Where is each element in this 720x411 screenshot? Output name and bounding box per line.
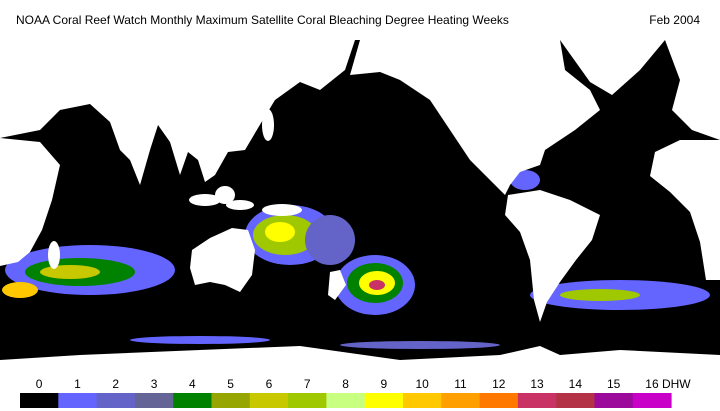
legend-label: 6 xyxy=(266,377,273,391)
legend-label: 4 xyxy=(189,377,196,391)
legend-label: 10 xyxy=(415,377,429,391)
legend-label: 15 xyxy=(607,377,621,391)
color-swatch xyxy=(20,393,59,408)
legend-label: 1 xyxy=(74,377,81,391)
color-swatch xyxy=(326,393,366,408)
legend-label: 0 xyxy=(36,377,43,391)
date: Feb 2004 xyxy=(649,13,700,27)
legend-label: 16 xyxy=(645,377,659,391)
legend-label: 14 xyxy=(569,377,583,391)
color-swatch xyxy=(556,393,595,408)
color-swatch xyxy=(288,393,327,408)
color-swatch xyxy=(441,393,481,408)
legend-unit: DHW xyxy=(662,377,691,391)
land xyxy=(0,40,720,378)
color-swatch xyxy=(173,393,212,408)
anomalies xyxy=(2,57,710,362)
legend-label: 9 xyxy=(381,377,388,391)
legend-label: 5 xyxy=(227,377,234,391)
color-swatch xyxy=(134,393,174,408)
color-swatch xyxy=(594,393,634,408)
title: NOAA Coral Reef Watch Monthly Maximum Sa… xyxy=(16,13,509,27)
color-swatch xyxy=(96,393,136,408)
legend-label: 3 xyxy=(151,377,158,391)
color-swatch xyxy=(479,393,519,408)
color-swatch xyxy=(249,393,289,408)
legend-label: 8 xyxy=(342,377,349,391)
color-swatch xyxy=(211,393,251,408)
legend-label: 13 xyxy=(530,377,544,391)
color-swatch xyxy=(403,393,442,408)
legend: 0 1 2 3 4 5 6 7 8 9 10 11 12 13 14 15 16 DHW xyxy=(20,377,691,408)
legend-label: 11 xyxy=(454,377,467,391)
map xyxy=(0,40,720,378)
color-swatch xyxy=(364,393,404,408)
color-swatch xyxy=(517,393,557,408)
legend-label: 2 xyxy=(112,377,119,391)
legend-label: 7 xyxy=(304,377,311,391)
legend-label: 12 xyxy=(492,377,506,391)
color-swatch xyxy=(58,393,98,408)
color-swatch xyxy=(632,393,672,408)
